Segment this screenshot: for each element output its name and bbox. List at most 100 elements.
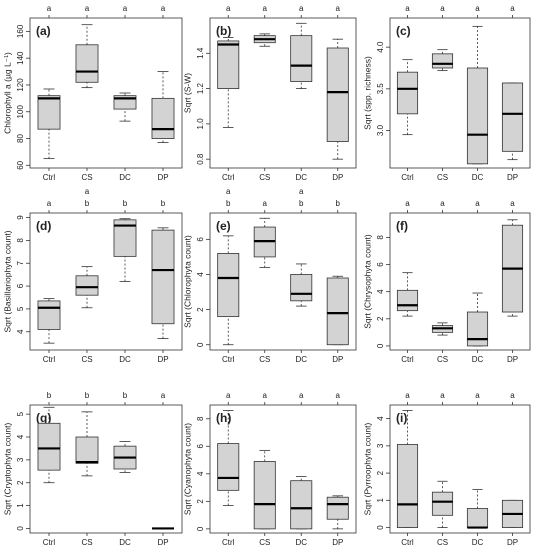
y-tick-label: 8 (16, 238, 25, 243)
box (290, 274, 313, 302)
significance-letter: a (440, 4, 445, 13)
box (253, 461, 276, 530)
box (290, 35, 313, 82)
box (326, 496, 349, 520)
y-tick-label: 2 (376, 470, 385, 475)
x-tick-label: DC (472, 538, 484, 547)
y-tick-label: 1.4 (196, 47, 205, 59)
significance-letter: a (475, 391, 480, 400)
panel-label: (d) (36, 219, 51, 233)
plot-frame (209, 212, 357, 351)
plot-frame (389, 404, 531, 534)
significance-letter: b (336, 199, 341, 208)
y-tick-label: 80 (16, 134, 25, 143)
x-tick-label: DP (332, 538, 343, 547)
significance-letter: a (299, 391, 304, 400)
panel-label: (a) (36, 24, 51, 38)
box (217, 252, 240, 318)
significance-letter: a (123, 4, 128, 13)
x-tick-label: Ctrl (43, 173, 56, 182)
plot-frame (209, 17, 357, 169)
x-tick-label: Ctrl (401, 173, 414, 182)
significance-letter: b (47, 391, 52, 400)
box (151, 229, 175, 325)
x-tick-label: CS (81, 173, 92, 182)
panel-label: (h) (216, 411, 231, 425)
x-tick-label: DP (332, 173, 343, 182)
y-tick-label: 0 (16, 526, 25, 531)
y-tick-label: 140 (16, 51, 25, 65)
box (37, 422, 61, 471)
y-tick-label: 100 (16, 105, 25, 119)
y-tick-label: 4 (196, 272, 205, 277)
box (75, 44, 99, 83)
x-tick-label: CS (81, 538, 92, 547)
y-axis-label: Sqrt (Basillariophyta count) (2, 230, 12, 332)
significance-letter: a (85, 187, 90, 196)
box (290, 480, 313, 530)
x-tick-label: CS (259, 355, 270, 364)
x-tick-label: Ctrl (401, 538, 414, 547)
x-tick-label: DC (119, 538, 131, 547)
box (396, 289, 419, 312)
box (217, 40, 240, 89)
x-tick-label: DP (157, 173, 168, 182)
panel-label: (b) (216, 24, 231, 38)
significance-letter: a (440, 391, 445, 400)
y-tick-label: 4 (376, 289, 385, 294)
y-tick-label: 3 (16, 457, 25, 462)
box (75, 275, 99, 296)
y-tick-label: 2 (196, 499, 205, 504)
x-tick-label: DC (295, 173, 307, 182)
y-tick-label: 4 (16, 329, 25, 334)
y-tick-label: 5 (16, 306, 25, 311)
y-tick-label: 2 (196, 307, 205, 312)
y-tick-label: 2 (16, 480, 25, 485)
box (431, 53, 454, 69)
x-tick-label: DC (295, 355, 307, 364)
x-tick-label: DP (157, 355, 168, 364)
box (431, 491, 454, 516)
significance-letter: a (475, 4, 480, 13)
significance-letter: b (85, 199, 90, 208)
x-tick-label: CS (259, 173, 270, 182)
significance-letter: a (405, 199, 410, 208)
box (466, 67, 489, 165)
y-tick-label: 120 (16, 78, 25, 92)
y-tick-label: 9 (16, 215, 25, 220)
significance-letter: a (336, 391, 341, 400)
significance-letter: a (475, 199, 480, 208)
y-tick-label: 8 (376, 235, 385, 240)
y-tick-label: 0 (376, 343, 385, 348)
y-tick-label: 4.0 (376, 41, 385, 53)
box (37, 300, 61, 330)
significance-letter: a (440, 199, 445, 208)
x-tick-label: CS (437, 355, 448, 364)
box (113, 219, 137, 257)
y-tick-label: 4 (376, 416, 385, 421)
panel-label: (e) (216, 219, 231, 233)
x-tick-label: DC (119, 355, 131, 364)
significance-letter: a (226, 4, 231, 13)
plot-frame (29, 404, 183, 534)
y-axis-label: Sqrt (Chrysophyta count) (362, 234, 372, 329)
x-tick-label: DC (295, 538, 307, 547)
y-axis-label: Sqrt (Cryptophyta count) (2, 423, 12, 516)
box (326, 47, 349, 142)
panel-label: (f) (396, 219, 408, 233)
panel-label: (i) (396, 411, 407, 425)
y-tick-label: 2 (376, 316, 385, 321)
y-tick-label: 0 (376, 525, 385, 530)
y-tick-label: 60 (16, 160, 25, 169)
significance-letter: b (226, 199, 231, 208)
significance-letter: b (123, 199, 128, 208)
x-tick-label: Ctrl (222, 355, 235, 364)
y-tick-label: 6 (16, 283, 25, 288)
plot-frame (29, 212, 183, 351)
significance-letter: a (47, 4, 52, 13)
x-tick-label: CS (81, 355, 92, 364)
y-tick-label: 3 (376, 443, 385, 448)
x-tick-label: DP (507, 173, 518, 182)
box (466, 508, 489, 528)
